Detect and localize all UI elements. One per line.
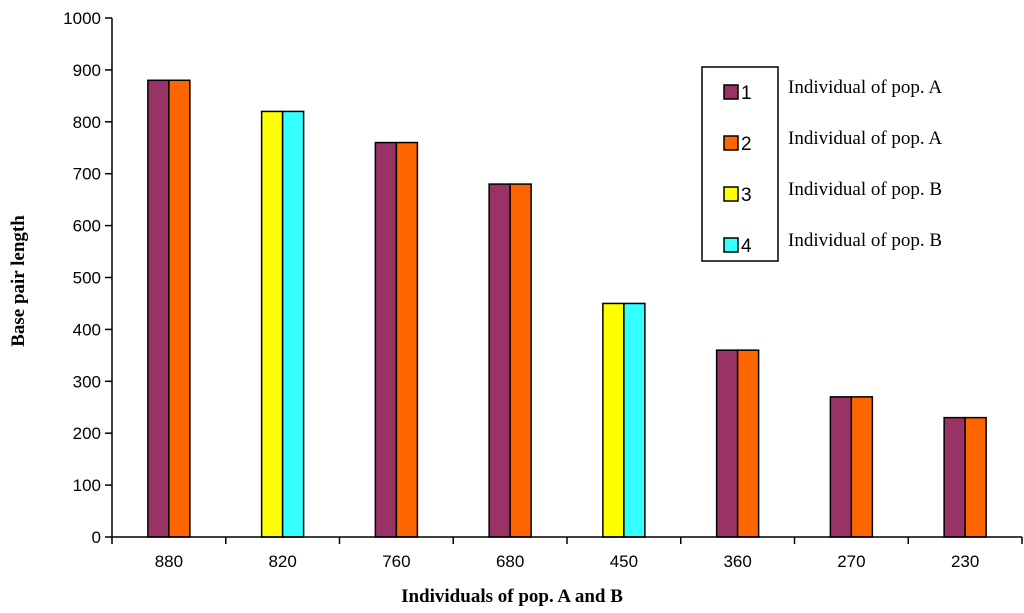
x-tick-label: 880 [155,552,183,571]
y-tick-label: 400 [73,320,101,339]
legend-label: 3 [741,185,752,206]
legend-label: 1 [741,83,752,104]
x-tick-label: 760 [382,552,410,571]
y-tick-label: 900 [73,61,101,80]
legend-swatch [723,186,739,202]
bar-series-2-270 [850,396,874,538]
plot-area [147,79,987,538]
legend-description: Individual of pop. A [788,77,942,98]
bar-series-4-820 [281,110,305,538]
bar-series-2-760 [395,141,419,538]
y-tick-label: 200 [73,424,101,443]
bar-series-2-230 [964,416,987,538]
legend-swatch [723,135,739,151]
y-tick-label: 700 [73,165,101,184]
x-tick-label: 450 [610,552,638,571]
y-tick-label: 800 [73,113,101,132]
bar-series-3-450 [602,302,625,538]
legend-label: 2 [741,134,752,155]
x-tick-label: 270 [837,552,865,571]
legend: 1 Individual of pop. A 2 Individual of pop.… [701,66,942,262]
bar-series-1-680 [488,183,511,538]
bar-series-2-680 [509,183,532,538]
y-tick-label: 0 [92,528,101,547]
bar-series-4-450 [623,302,646,538]
bar-series-2-880 [168,79,191,538]
x-tick-label: 680 [496,552,524,571]
legend-swatch [723,84,739,100]
bar-series-1-360 [715,349,739,538]
bar-series-2-360 [736,349,760,538]
x-axis-title: Individuals of pop. A and B [401,586,623,607]
bar-series-1-270 [829,396,853,538]
x-tick-label: 360 [723,552,751,571]
y-tick-label: 600 [73,217,101,236]
y-tick-label: 1000 [63,9,101,28]
bar-series-1-880 [147,79,170,538]
x-tick-label: 820 [268,552,296,571]
legend-description: Individual of pop. B [788,230,942,251]
x-tick-label: 230 [951,552,979,571]
y-axis: 0 100 200 300 400 500 600 700 800 900 1000 [63,9,113,547]
bar-series-3-820 [260,110,284,538]
legend-box [701,66,779,262]
legend-label: 4 [741,236,752,257]
y-tick-label: 300 [73,372,101,391]
bar-series-1-230 [943,416,966,538]
legend-description: Individual of pop. A [788,128,942,149]
x-axis: 880 820 760 680 450 360 270 230 [111,536,1023,571]
bar-series-1-760 [374,141,398,538]
legend-swatch [723,237,739,253]
y-tick-label: 100 [73,476,101,495]
y-tick-label: 500 [73,269,101,288]
legend-description: Individual of pop. B [788,179,942,200]
y-axis-title: Base pair length [8,215,29,347]
